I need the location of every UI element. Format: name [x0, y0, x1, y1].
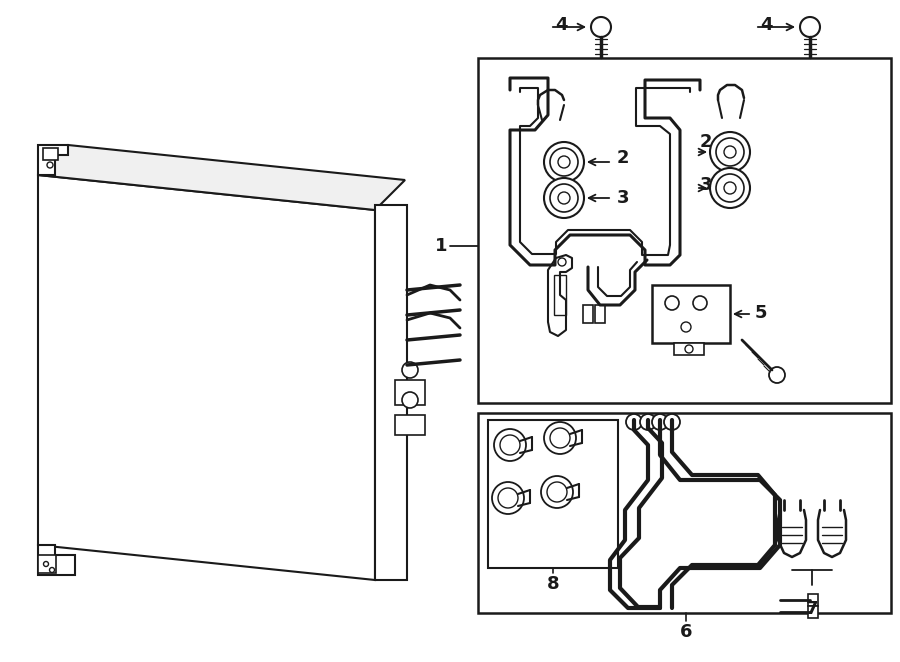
Bar	[38, 555, 56, 573]
Circle shape	[769, 367, 785, 383]
Bar	[652, 285, 730, 343]
Polygon shape	[38, 175, 375, 580]
Text: 8: 8	[546, 575, 559, 593]
Circle shape	[626, 414, 642, 430]
Circle shape	[693, 296, 707, 310]
Text: 3: 3	[700, 176, 713, 194]
Circle shape	[724, 146, 736, 158]
Bar	[43, 148, 58, 160]
Polygon shape	[38, 145, 405, 210]
Circle shape	[665, 296, 679, 310]
Circle shape	[402, 362, 418, 378]
Text: 4: 4	[760, 16, 772, 34]
Text: 4: 4	[555, 16, 568, 34]
Circle shape	[550, 184, 578, 212]
Text: 2: 2	[617, 149, 629, 167]
Circle shape	[498, 488, 518, 508]
Circle shape	[544, 178, 584, 218]
Circle shape	[47, 162, 53, 168]
Bar	[674, 343, 704, 355]
Circle shape	[716, 174, 744, 202]
Circle shape	[558, 258, 566, 266]
Circle shape	[500, 435, 520, 455]
Text: 3: 3	[617, 189, 629, 207]
Circle shape	[550, 148, 578, 176]
Text: 5: 5	[755, 304, 768, 322]
Circle shape	[558, 192, 570, 204]
Circle shape	[664, 414, 680, 430]
Circle shape	[558, 156, 570, 168]
Polygon shape	[38, 545, 75, 575]
Circle shape	[652, 414, 668, 430]
Bar	[478, 413, 891, 613]
Circle shape	[547, 482, 567, 502]
Circle shape	[550, 428, 570, 448]
Circle shape	[640, 414, 656, 430]
Bar	[583, 305, 593, 323]
Circle shape	[685, 345, 693, 353]
Circle shape	[710, 168, 750, 208]
Bar	[375, 205, 407, 580]
Circle shape	[50, 567, 55, 573]
Circle shape	[492, 482, 524, 514]
Circle shape	[724, 182, 736, 194]
Circle shape	[494, 429, 526, 461]
Circle shape	[681, 322, 691, 332]
Circle shape	[541, 476, 573, 508]
Text: 6: 6	[680, 623, 692, 641]
Bar	[808, 606, 818, 618]
Bar	[395, 415, 425, 435]
Bar	[554, 275, 566, 315]
Circle shape	[591, 17, 611, 37]
Circle shape	[800, 17, 820, 37]
Bar	[395, 380, 425, 405]
Circle shape	[716, 138, 744, 166]
Circle shape	[43, 561, 49, 567]
Bar	[488, 420, 618, 568]
Circle shape	[544, 422, 576, 454]
Bar	[808, 594, 818, 606]
Bar	[595, 305, 605, 323]
Circle shape	[402, 392, 418, 408]
Text: 1: 1	[435, 237, 447, 255]
Circle shape	[710, 132, 750, 172]
Bar	[478, 58, 891, 403]
Circle shape	[544, 142, 584, 182]
Polygon shape	[38, 145, 68, 175]
Text: 7: 7	[806, 600, 818, 618]
Text: 2: 2	[700, 133, 713, 151]
